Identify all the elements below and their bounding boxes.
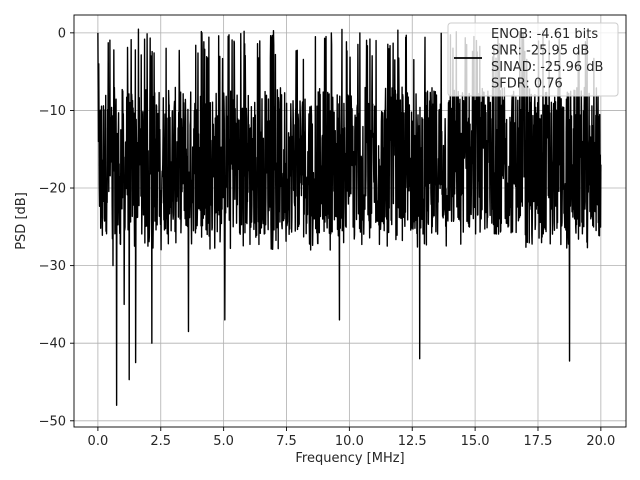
y-tick-label: −20 [39,182,66,197]
x-tick-label: 10.0 [335,434,364,449]
y-tick-label: −50 [39,414,66,429]
plot-area [97,28,602,406]
legend: ENOB: -4.61 bits SNR: -25.95 dB SINAD: -… [447,22,619,97]
x-tick-label: 15.0 [461,434,490,449]
x-tick-label: 7.5 [276,434,297,449]
y-tick-label: −40 [39,337,66,352]
legend-entry-snr: SNR: -25.95 dB [491,44,589,59]
y-axis: 0 −10 −20 −30 −40 −50 [39,26,74,429]
x-tick-label: 17.5 [524,434,553,449]
legend-entry-sinad: SINAD: -25.96 dB [491,60,603,75]
legend-box [447,22,619,97]
y-tick-label: −10 [39,104,66,119]
x-axis: 0.0 2.5 5.0 7.5 10.0 12.5 15.0 17.5 20.0 [88,427,615,449]
x-tick-label: 5.0 [213,434,234,449]
x-tick-label: 12.5 [398,434,427,449]
series-psd-line [97,28,602,406]
x-axis-label: Frequency [MHz] [295,451,404,466]
axes-frame [73,14,627,428]
legend-entry-sfdr: SFDR: 0.76 [491,77,563,92]
y-tick-label: −30 [39,259,66,274]
y-tick-label: 0 [58,26,66,41]
x-tick-label: 0.0 [88,434,109,449]
x-tick-label: 20.0 [586,434,615,449]
x-tick-label: 2.5 [150,434,171,449]
legend-entry-enob: ENOB: -4.61 bits [491,27,598,42]
y-axis-label: PSD [dB] [14,192,29,250]
